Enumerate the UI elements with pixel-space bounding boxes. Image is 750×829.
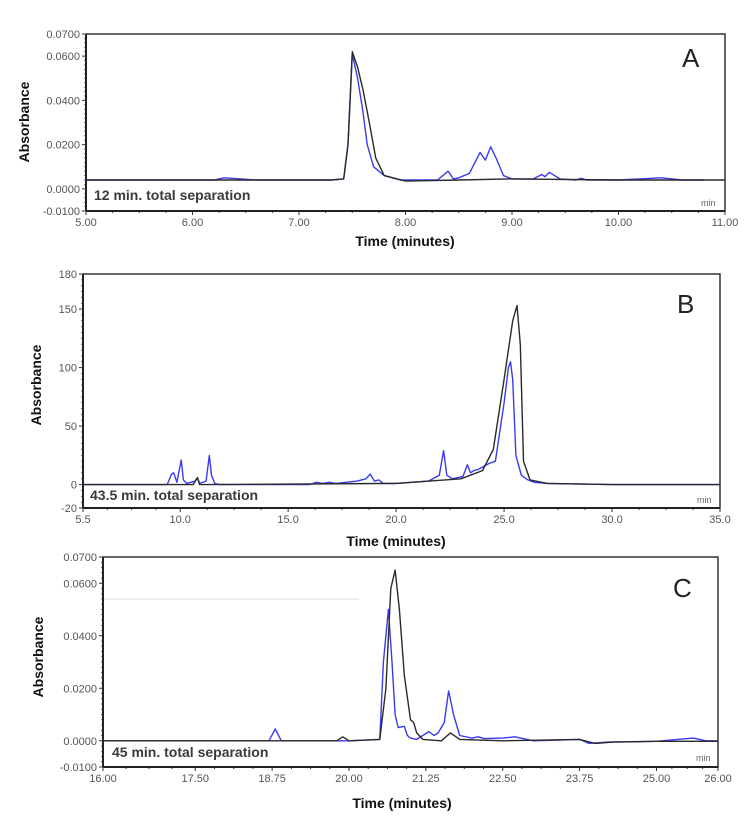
y-tick-label: 0.0600	[63, 578, 97, 590]
x-tick-label: 20.0	[385, 514, 406, 526]
x-tick-label: 15.0	[277, 514, 298, 526]
x-tick-label: 6.00	[182, 217, 203, 229]
x-tick-label: 26.00	[704, 773, 732, 785]
y-tick-label: 0.0200	[46, 140, 80, 152]
x-tick-label: 25.00	[643, 773, 671, 785]
x-ticks: 5.5 10.0 15.0 20.0 25.0 30.0 35.0	[75, 507, 731, 526]
plot-frame	[85, 33, 726, 212]
y-tick-label: -0.0100	[60, 762, 97, 774]
y-tick-label: 0.0400	[46, 95, 80, 107]
y-tick-label: 0.0700	[63, 552, 97, 564]
x-tick-label: 20.00	[335, 773, 363, 785]
chart-panel-b: B 43.5 min. total separation min Absorba…	[28, 269, 731, 549]
x-tick-label: 10.00	[605, 217, 633, 229]
trace-blue	[86, 53, 704, 181]
y-ticks: 0.0700 0.0600 0.0400 0.0200 0.0000 -0.0100	[43, 29, 87, 218]
y-axis-title: Absorbance	[30, 616, 46, 697]
x-tick-label: 16.00	[89, 773, 117, 785]
trace-blue	[103, 608, 718, 745]
y-tick-label: 150	[59, 304, 77, 316]
x-tick-label: 5.00	[75, 217, 96, 229]
x-tick-label: 35.0	[709, 514, 730, 526]
panel-letter: B	[677, 289, 694, 319]
x-tick-label: 18.75	[258, 773, 286, 785]
trace-black	[86, 51, 725, 182]
y-tick-label: -20	[61, 503, 77, 515]
traces	[83, 304, 720, 486]
x-axis-title: Time (minutes)	[346, 533, 445, 549]
y-ticks: 180 150 100 50 0 -20	[59, 269, 84, 515]
y-tick-label: 0.0000	[63, 736, 97, 748]
x-ticks: 16.00 17.50 18.75 20.00 21.25 22.50 23.75 25.00…	[89, 766, 732, 785]
x-tick-label: 11.00	[712, 217, 739, 229]
x-tick-label: 17.50	[181, 773, 209, 785]
x-tick-label: 25.0	[493, 514, 514, 526]
y-tick-label: 0.0400	[63, 631, 97, 643]
chart-panel-a: A 12 min. total separation min Absorbanc…	[16, 29, 738, 249]
unit-label: min	[697, 495, 712, 505]
panel-letter: A	[682, 43, 700, 73]
panel-letter: C	[673, 573, 692, 603]
x-axis-title: Time (minutes)	[355, 233, 454, 249]
x-tick-label: 9.00	[501, 217, 522, 229]
separation-annotation: 43.5 min. total separation	[90, 487, 258, 503]
y-tick-label: 100	[59, 363, 77, 375]
x-tick-label: 10.0	[169, 514, 190, 526]
y-axis-title: Absorbance	[16, 81, 32, 162]
y-tick-label: 180	[59, 269, 77, 281]
x-tick-label: 23.75	[566, 773, 594, 785]
plot-frame	[102, 556, 719, 768]
unit-label: min	[696, 753, 711, 763]
separation-annotation: 12 min. total separation	[94, 187, 250, 203]
separation-annotation: 45 min. total separation	[112, 744, 268, 760]
y-axis-title: Absorbance	[28, 344, 44, 425]
unit-label: min	[701, 198, 716, 208]
x-tick-label: 30.0	[601, 514, 622, 526]
x-tick-label: 7.00	[288, 217, 309, 229]
y-tick-label: 0.0600	[46, 51, 80, 63]
y-tick-label: 0	[71, 480, 77, 492]
y-tick-label: 50	[65, 421, 77, 433]
x-ticks: 5.00 6.00 7.00 8.00 9.00 10.00 11.00	[75, 210, 739, 229]
x-tick-label: 5.5	[75, 514, 90, 526]
x-axis-title: Time (minutes)	[352, 795, 451, 811]
traces	[86, 51, 725, 182]
y-tick-label: -0.0100	[43, 206, 80, 218]
trace-blue	[83, 361, 720, 486]
traces	[103, 569, 718, 745]
trace-black	[83, 304, 720, 486]
x-tick-label: 21.25	[412, 773, 440, 785]
x-tick-label: 8.00	[395, 217, 416, 229]
x-tick-label: 22.50	[489, 773, 517, 785]
y-ticks: 0.0700 0.0600 0.0400 0.0200 0.0000 -0.0100	[60, 552, 104, 774]
chart-panel-c: C 45 min. total separation min Absorbanc…	[30, 552, 732, 811]
y-tick-label: 0.0700	[46, 29, 80, 41]
y-tick-label: 0.0200	[63, 683, 97, 695]
trace-black	[103, 569, 718, 745]
y-tick-label: 0.0000	[46, 184, 80, 196]
